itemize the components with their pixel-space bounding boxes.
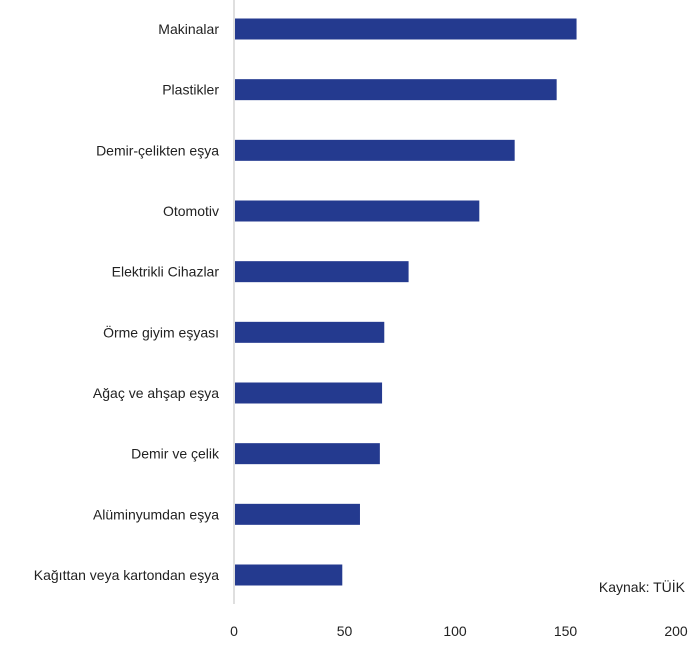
category-label: Demir ve çelik	[131, 446, 220, 462]
category-label: Ağaç ve ahşap eşya	[93, 385, 219, 401]
bar	[235, 139, 515, 161]
x-tick-label: 50	[337, 623, 353, 639]
x-tick-label: 0	[230, 623, 238, 639]
category-label: Otomotiv	[163, 203, 219, 219]
bar	[235, 321, 385, 343]
bar	[235, 261, 409, 283]
category-labels: Makinalar Plastikler Demir-çelikten eşya Ot…	[34, 21, 220, 583]
category-label: Kağıttan veya kartondan eşya	[34, 567, 219, 583]
category-label: Plastikler	[162, 82, 219, 98]
x-tick-label: 100	[443, 623, 467, 639]
bar	[235, 18, 577, 40]
bar	[235, 200, 480, 222]
category-label: Elektrikli Cihazlar	[112, 264, 220, 280]
bars-group	[235, 18, 577, 586]
bar	[235, 564, 343, 586]
x-tick-labels: 0 50 100 150 200	[230, 623, 688, 639]
category-label: Demir-çelikten eşya	[96, 142, 219, 158]
bar	[235, 79, 557, 101]
x-tick-label: 150	[554, 623, 578, 639]
x-tick-label: 200	[664, 623, 688, 639]
bar	[235, 503, 360, 525]
category-label: Örme giyim eşyası	[103, 323, 219, 340]
category-label: Makinalar	[158, 21, 219, 37]
source-note: Kaynak: TÜİK	[598, 579, 685, 595]
bar	[235, 443, 380, 465]
category-label: Alüminyumdan eşya	[93, 506, 219, 522]
bar	[235, 382, 383, 404]
